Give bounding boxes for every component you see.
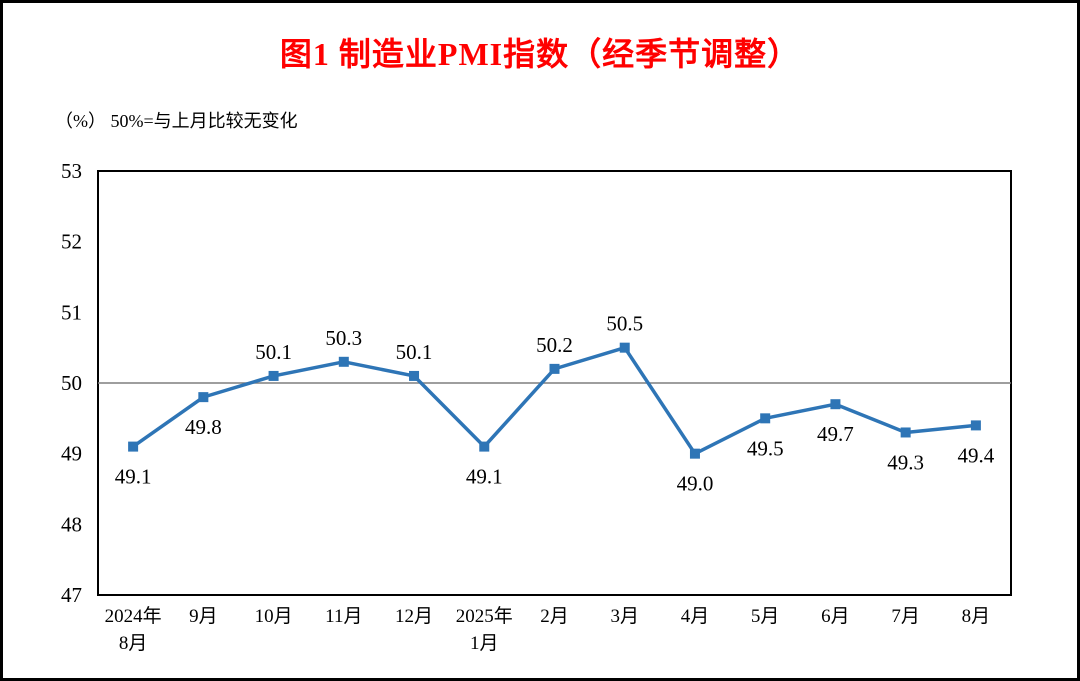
pmi-chart-svg: 47 48 49 50 51 52 53 2024年 8月 9月 10月 11月 12月 2025年 1月 2… [61,159,1012,654]
data-point-marker [128,441,139,452]
y-axis-tick-label: 48 [61,512,82,536]
data-point-label: 49.8 [185,415,222,439]
data-point-label: 49.5 [747,436,784,460]
data-point-marker [830,399,841,410]
x-axis-tick-label: 11月 [325,606,362,627]
data-point-label: 49.1 [466,465,503,489]
data-point-label: 49.7 [817,422,854,446]
data-point-label: 49.0 [677,472,714,496]
y-axis-tick-label: 51 [61,300,82,324]
data-point-marker [268,370,279,381]
x-axis-tick-label: 12月 [395,606,433,627]
data-point-label: 50.1 [255,340,292,364]
y-axis-tick-label: 50 [61,371,82,395]
y-axis-tick-label: 47 [61,583,82,607]
data-point-marker [338,356,349,367]
data-point-marker [409,370,420,381]
x-axis-tick-label: 6月 [821,606,850,627]
y-axis-tick-label: 49 [61,442,82,466]
data-point-label: 49.4 [958,443,995,467]
x-axis-tick-label: 2月 [540,606,569,627]
x-axis-tick-label: 10月 [255,606,293,627]
x-axis-tick-label: 7月 [891,606,920,627]
data-point-marker [760,413,771,424]
data-point-label: 49.3 [887,450,924,474]
x-axis-tick-label: 3月 [610,606,639,627]
unit-label: （%） 50%=与上月比较无变化 [55,111,298,131]
y-axis-tick-label: 53 [61,159,82,183]
data-point-marker [900,427,911,438]
data-point-marker [479,441,490,452]
data-point-marker [970,420,981,431]
data-point-marker [549,363,560,374]
x-axis-tick-label: 2024年 8月 [105,605,162,654]
data-point-label: 49.1 [115,465,152,489]
x-axis-tick-label: 2025年 1月 [456,605,513,654]
data-point-label: 50.5 [606,312,643,336]
data-point-label: 50.2 [536,333,573,357]
data-point-marker [619,342,630,353]
data-point-marker [198,392,209,403]
data-point-label: 50.1 [396,340,433,364]
x-axis-tick-label: 8月 [962,606,991,627]
x-axis-tick-label: 4月 [681,606,710,627]
x-axis-tick-label: 9月 [189,606,218,627]
x-axis-tick-label: 5月 [751,606,780,627]
data-point-label: 50.3 [325,326,362,350]
data-point-marker [689,448,700,459]
chart-title: 图1 制造业PMI指数（经季节调整） [279,36,801,72]
y-axis-tick-label: 52 [61,230,82,254]
